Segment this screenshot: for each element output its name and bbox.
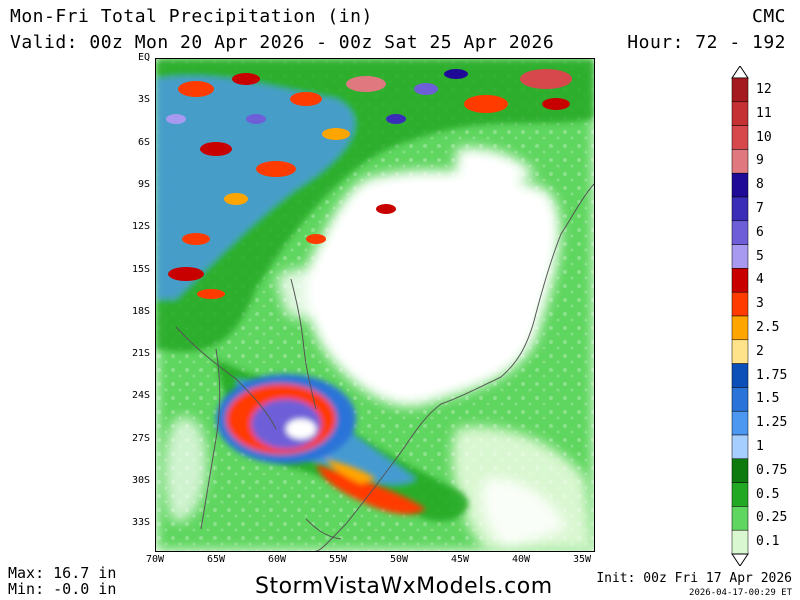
legend-swatch [731, 529, 749, 555]
rain-core-south [216, 374, 426, 515]
legend-label: 5 [756, 248, 764, 264]
legend-label: 0.5 [756, 486, 780, 502]
max-min-readout: Max: 16.7 in Min: -0.0 in [8, 565, 116, 597]
lat-label: 18S [131, 305, 150, 317]
legend-label: 10 [756, 129, 772, 145]
lat-label: 6S [137, 136, 150, 148]
lon-label: 60W [267, 554, 287, 565]
lon-label: 55W [328, 554, 348, 565]
legend-swatch [731, 77, 749, 103]
lon-label: 65W [206, 554, 226, 565]
lon-label: 45W [450, 554, 470, 565]
legend-swatch [731, 363, 749, 388]
legend-top-arrow [731, 66, 749, 79]
legend-swatch [731, 339, 749, 364]
lat-label: 27S [131, 432, 150, 444]
legend-swatch [731, 244, 749, 269]
lat-label: 15S [131, 263, 150, 275]
lon-label: 50W [389, 554, 409, 565]
model-name: CMC [751, 6, 786, 27]
legend-label: 12 [756, 82, 772, 97]
generation-timestamp: 2026-04-17-00:29 ET [689, 588, 792, 598]
legend-swatch [731, 482, 749, 507]
legend-bottom-arrow [731, 553, 749, 566]
legend-swatch [731, 220, 749, 245]
site-watermark: StormVistaWxModels.com [255, 574, 553, 599]
precipitation-map [155, 58, 595, 552]
legend-swatch [731, 315, 749, 341]
legend-label: 0.25 [756, 510, 788, 526]
legend-swatch [731, 291, 749, 317]
legend-swatch [731, 410, 749, 436]
lon-label: 35W [572, 554, 592, 565]
lat-label: 9S [137, 178, 150, 190]
legend-label: 11 [756, 105, 772, 121]
lat-label: 33S [131, 517, 150, 529]
lat-label: 3S [137, 94, 150, 106]
legend-label: 2 [756, 343, 764, 359]
precip-color-legend [731, 66, 749, 566]
legend-swatch [731, 506, 749, 531]
max-value: Max: 16.7 in [8, 564, 117, 582]
legend-label: 0.1 [756, 534, 780, 550]
legend-label: 1.25 [756, 415, 788, 431]
legend-swatch [731, 196, 749, 222]
valid-period: Valid: 00z Mon 20 Apr 2026 - 00z Sat 25 … [10, 32, 555, 53]
lat-label: 21S [131, 348, 150, 360]
legend-swatch [731, 125, 749, 150]
legend-swatch [731, 268, 749, 293]
map-canvas [156, 59, 594, 551]
legend-label: 8 [756, 177, 764, 193]
chart-title: Mon-Fri Total Precipitation (in) [10, 6, 373, 27]
legend-label: 1.75 [756, 367, 788, 383]
legend-swatch [731, 149, 749, 174]
legend-label: 2.5 [756, 320, 780, 335]
lat-label: EQ [137, 52, 150, 63]
legend-label: 1 [756, 439, 764, 454]
coastlines [175, 183, 594, 551]
legend-label: 6 [756, 224, 764, 240]
lon-label: 40W [511, 554, 531, 565]
lat-label: 30S [131, 475, 150, 486]
legend-swatch [731, 101, 749, 126]
legend-label: 1.5 [756, 391, 780, 407]
legend-label: 3 [756, 296, 764, 312]
lat-label: 24S [131, 390, 150, 402]
min-value: Min: -0.0 in [8, 580, 117, 598]
legend-label: 7 [756, 201, 764, 216]
legend-label: 0.75 [756, 462, 788, 478]
forecast-hour-range: Hour: 72 - 192 [627, 32, 786, 53]
lat-label: 12S [131, 221, 150, 233]
rain-cells-heavy [166, 69, 572, 299]
legend-swatch [731, 172, 749, 198]
legend-label: 4 [756, 272, 764, 288]
legend-swatch [731, 458, 749, 483]
legend-swatch [731, 434, 749, 460]
lon-label: 70W [145, 554, 165, 565]
legend-label: 9 [756, 153, 764, 169]
legend-swatch [731, 387, 749, 412]
init-time: Init: 00z Fri 17 Apr 2026 [596, 571, 792, 586]
